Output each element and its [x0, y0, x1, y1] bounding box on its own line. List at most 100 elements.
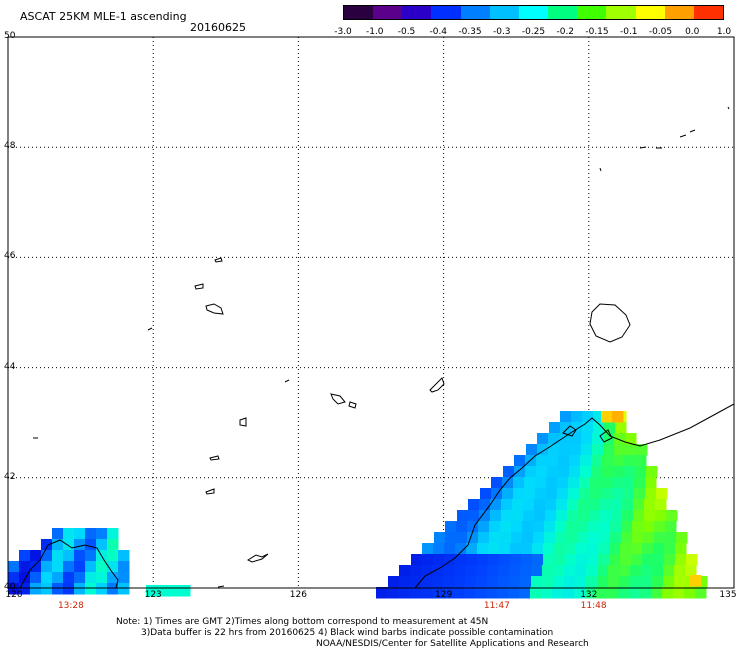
- swath-cell: [107, 539, 119, 551]
- colorbar-tick-label: -0.4: [429, 27, 448, 37]
- swath-cell: [610, 532, 622, 544]
- swath-cell: [602, 455, 614, 467]
- swath-cell: [686, 554, 698, 566]
- swath-cell: [586, 565, 598, 577]
- swath-cell: [514, 466, 526, 478]
- swath-cell: [625, 444, 637, 456]
- swath-cell: [398, 587, 410, 599]
- swath-cell: [590, 488, 602, 500]
- swath-cell: [457, 510, 469, 522]
- swath-cell: [568, 477, 580, 489]
- swath-cell: [524, 477, 536, 489]
- swath-cell: [422, 543, 434, 555]
- swath-cell: [630, 576, 642, 588]
- swath-cell: [489, 521, 501, 533]
- swath-cell: [399, 576, 411, 588]
- swath-cell: [519, 587, 531, 599]
- swath-cell: [601, 477, 613, 489]
- longitude-label: 123: [144, 590, 162, 600]
- swath-cell: [641, 576, 653, 588]
- swath-cell: [63, 539, 75, 551]
- swath-cell: [501, 499, 513, 511]
- swath-cell: [476, 576, 488, 588]
- swath-cell: [580, 466, 592, 478]
- swath-cell: [640, 587, 652, 599]
- colorbar-segment: [402, 6, 432, 19]
- swath-cell: [569, 455, 581, 467]
- swath-cell: [675, 543, 687, 555]
- swath-cell: [410, 576, 422, 588]
- longitude-label: 132: [580, 590, 598, 600]
- swath-cell: [633, 510, 645, 522]
- swath-cell: [513, 477, 525, 489]
- swath-cell: [30, 550, 42, 562]
- colorbar: [343, 5, 724, 20]
- swath-cell: [582, 411, 594, 423]
- swath-cell: [41, 539, 53, 551]
- swath-cell: [522, 532, 534, 544]
- swath-cell: [631, 554, 643, 566]
- swath-cell: [107, 572, 119, 584]
- colorbar-segment: [431, 6, 461, 19]
- swath-cell: [535, 477, 547, 489]
- swath-cell: [576, 543, 588, 555]
- swath-cell: [497, 587, 509, 599]
- swath-cell: [521, 554, 533, 566]
- swath-cell: [588, 532, 600, 544]
- swath-cell: [434, 532, 446, 544]
- swath-cell: [611, 510, 623, 522]
- coastline-segment: [205, 488, 215, 495]
- swath-cell: [585, 587, 597, 599]
- data-swaths: [8, 411, 708, 599]
- swath-cell: [554, 543, 566, 555]
- colorbar-segment: [489, 6, 519, 19]
- swath-cell: [664, 554, 676, 566]
- swath-cell: [558, 466, 570, 478]
- swath-cell: [399, 565, 411, 577]
- swath-cell: [477, 543, 489, 555]
- coastline-segment: [284, 379, 290, 383]
- coastline-segment: [209, 455, 220, 461]
- swath-cell: [653, 543, 665, 555]
- swath-cell: [525, 455, 537, 467]
- swath-cell: [568, 488, 580, 500]
- swath-cell: [479, 499, 491, 511]
- swath-cell: [445, 521, 457, 533]
- swath-cell: [468, 499, 480, 511]
- swath-cell: [85, 539, 97, 551]
- swath-cell: [684, 587, 696, 599]
- colorbar-tick-label: -0.05: [648, 27, 673, 37]
- swath-cell: [432, 565, 444, 577]
- swath-cell: [52, 550, 64, 562]
- swath-cell: [619, 565, 631, 577]
- swath-cell: [545, 499, 557, 511]
- swath-cell: [479, 510, 491, 522]
- coastline-segment: [599, 167, 602, 172]
- swath-cell: [559, 433, 571, 445]
- swath-cell: [553, 576, 565, 588]
- swath-cell: [644, 499, 656, 511]
- colorbar-segment: [606, 6, 636, 19]
- map-title: ASCAT 25KM MLE-1 ascending: [20, 10, 187, 23]
- swath-cell: [632, 532, 644, 544]
- coastline-segment: [214, 257, 223, 263]
- note-line-1: Note: 1) Times are GMT 2)Times along bot…: [116, 617, 489, 627]
- swath-cell: [632, 521, 644, 533]
- swath-cell: [526, 444, 538, 456]
- swath-cell: [455, 554, 467, 566]
- swath-cell: [96, 528, 108, 540]
- swath-cell: [85, 550, 97, 562]
- latitude-label: 48: [4, 141, 16, 152]
- swath-cell: [542, 576, 554, 588]
- swath-cell: [696, 576, 708, 588]
- swath-cell: [421, 576, 433, 588]
- swath-cell: [609, 543, 621, 555]
- swath-cell: [591, 466, 603, 478]
- swath-cell: [593, 411, 605, 423]
- swath-cell: [623, 477, 635, 489]
- swath-cell: [586, 576, 598, 588]
- swath-cell: [490, 510, 502, 522]
- swath-cell: [618, 587, 630, 599]
- swath-cell: [546, 477, 558, 489]
- swath-cell: [8, 583, 20, 595]
